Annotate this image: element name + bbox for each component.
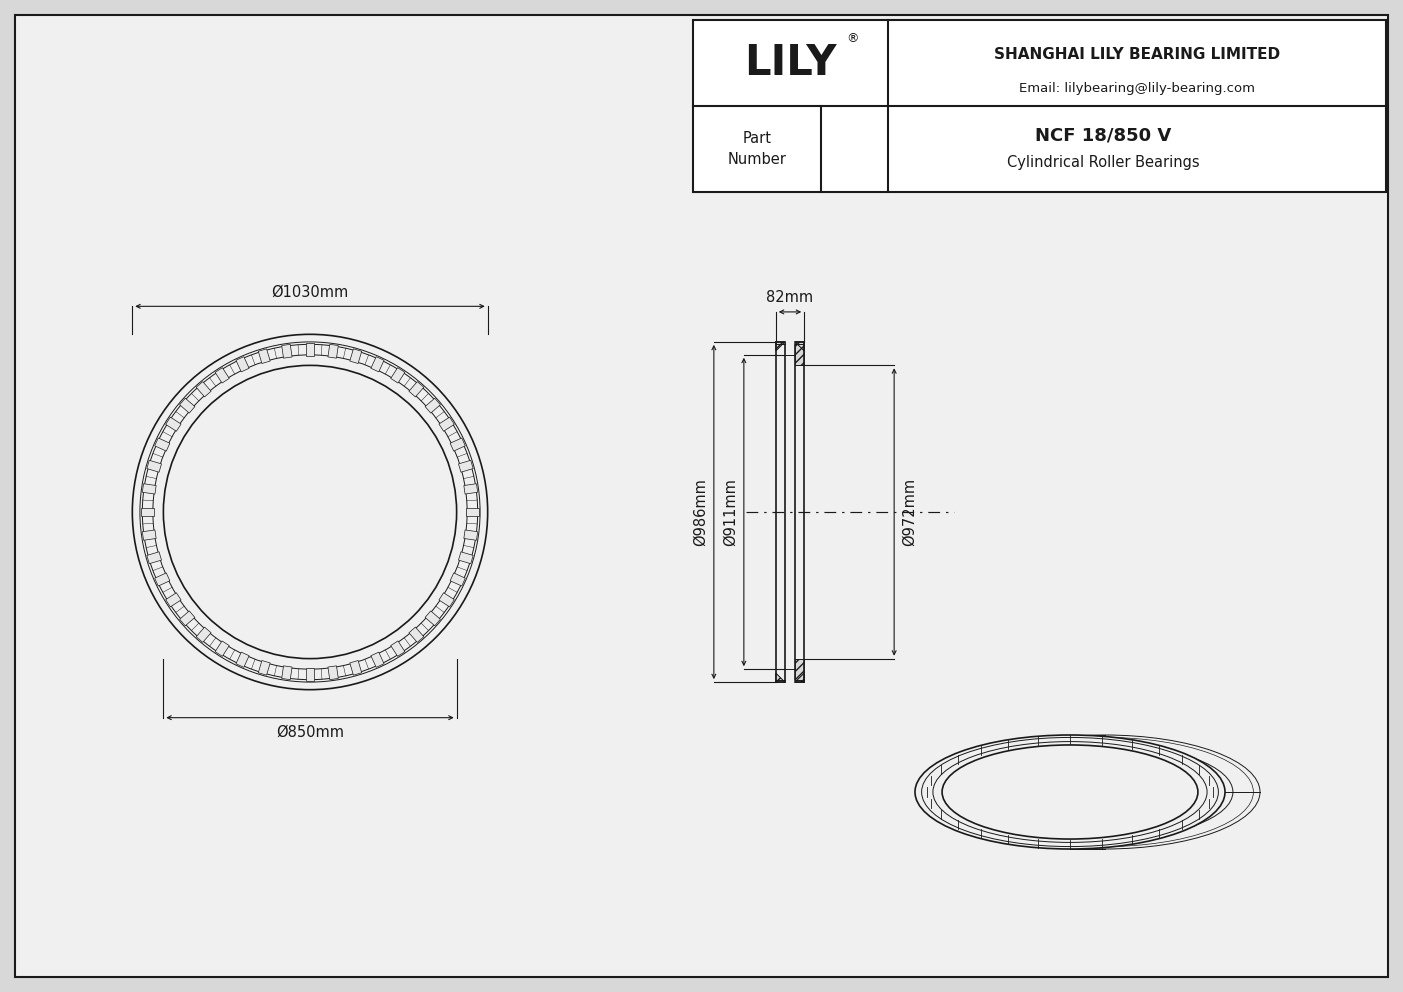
Bar [370,652,384,668]
Bar [796,342,804,344]
Bar [425,398,441,413]
Bar [328,666,338,680]
Text: SHANGHAI LILY BEARING LIMITED: SHANGHAI LILY BEARING LIMITED [993,47,1280,62]
Bar [349,661,362,676]
Text: Email: lilybearing@lily-bearing.com: Email: lilybearing@lily-bearing.com [1019,82,1256,95]
Text: 82mm: 82mm [766,290,814,305]
Bar [236,357,250,372]
Text: Ø850mm: Ø850mm [276,725,344,740]
Bar [154,573,170,586]
Bar [147,552,161,563]
Bar [439,417,455,432]
Bar [370,357,384,372]
Polygon shape [776,674,784,682]
Ellipse shape [915,735,1225,849]
Bar [306,343,314,356]
Bar [459,552,473,563]
Bar [166,417,181,432]
Bar [464,530,477,541]
Bar [464,484,477,494]
Bar [196,382,210,397]
Bar [796,659,804,680]
Text: Ø972mm: Ø972mm [902,478,918,546]
Bar [776,342,784,344]
Bar [408,382,424,397]
Bar [258,349,271,363]
Text: Ø986mm: Ø986mm [693,478,709,546]
Text: LILY: LILY [744,42,836,84]
Text: Part
Number: Part Number [728,131,787,167]
Bar [142,530,156,541]
Bar [154,437,170,451]
Bar [306,668,314,681]
Text: ®: ® [846,32,859,45]
Bar [258,661,271,676]
Bar [466,508,478,516]
Bar [459,460,473,472]
Bar [142,484,156,494]
Polygon shape [776,342,784,351]
Bar [282,666,292,680]
Bar [236,652,250,668]
Bar [390,641,405,657]
Text: Ø911mm: Ø911mm [723,478,738,546]
Bar [328,344,338,358]
Bar [180,398,195,413]
Bar [796,680,804,682]
Bar [796,344,804,365]
Polygon shape [796,342,804,351]
Bar [215,641,229,657]
Bar [390,368,405,383]
Bar [166,593,181,607]
Text: Cylindrical Roller Bearings: Cylindrical Roller Bearings [1007,156,1200,171]
Bar [776,680,784,682]
Text: NCF 18/850 V: NCF 18/850 V [1035,126,1172,144]
Bar [425,611,441,626]
Bar [450,437,466,451]
Bar [450,573,466,586]
Bar [282,344,292,358]
Bar [142,508,154,516]
Bar [180,611,195,626]
Text: Ø1030mm: Ø1030mm [271,285,348,300]
Bar [693,20,1386,192]
Bar [196,627,210,643]
Bar [408,627,424,643]
Bar [147,460,161,472]
Bar [349,349,362,363]
Polygon shape [796,674,804,682]
Bar [439,593,455,607]
Bar [215,368,229,383]
